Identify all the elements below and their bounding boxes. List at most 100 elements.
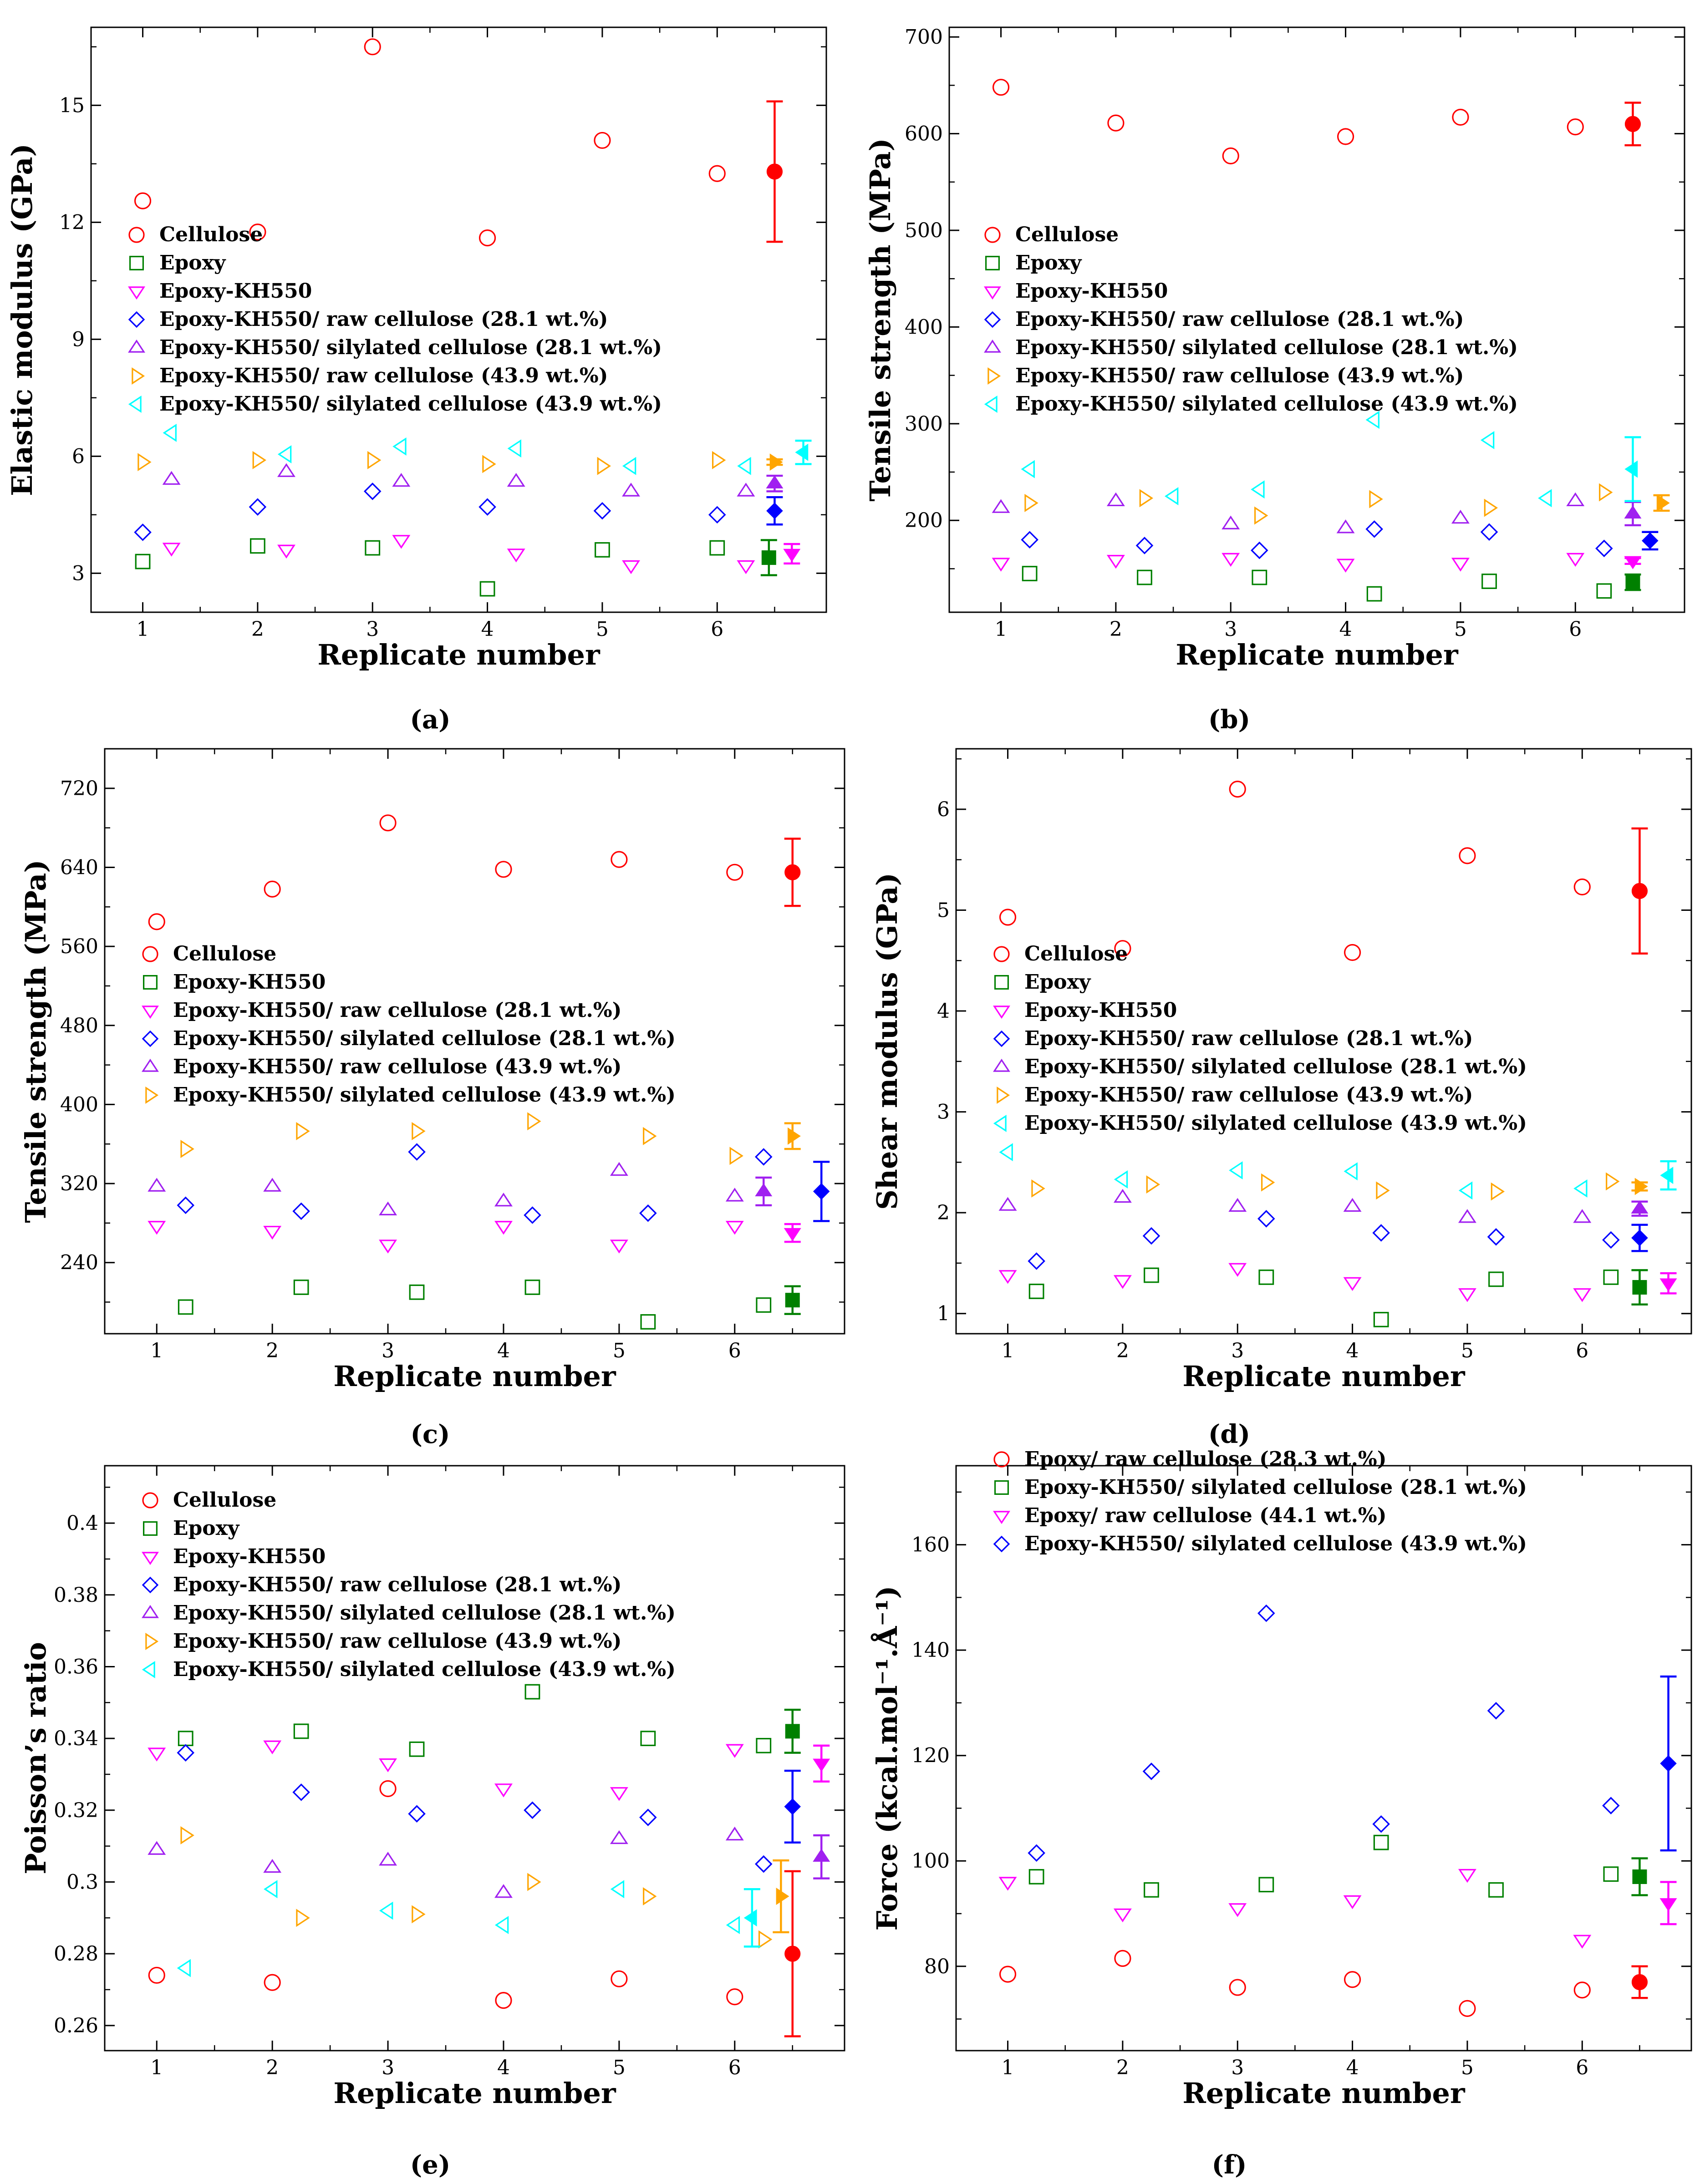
legend-entry: Epoxy-KH550/ silylated cellulose (28.1 w… — [1024, 1055, 1527, 1078]
data-point — [1484, 498, 1498, 517]
legend-marker — [142, 1492, 158, 1508]
data-point — [1257, 1210, 1275, 1228]
data-point — [495, 861, 512, 878]
y-tick-label: 480 — [60, 1014, 98, 1037]
y-tick-label: 1 — [937, 1302, 950, 1326]
series-2 — [998, 1869, 1677, 1949]
mean-point — [1642, 532, 1659, 549]
x-axis-label: Replicate number — [1176, 638, 1459, 671]
y-tick-label: 500 — [905, 219, 943, 242]
x-tick-label: 2 — [266, 2056, 279, 2079]
data-point — [527, 1112, 541, 1131]
data-point — [597, 457, 611, 475]
data-point — [1113, 1275, 1132, 1289]
x-tick-label: 4 — [497, 1339, 510, 1362]
y-tick-label: 560 — [60, 935, 98, 958]
x-tick-label: 2 — [266, 1339, 279, 1362]
series-4 — [148, 1826, 830, 1898]
data-point — [725, 1826, 744, 1841]
x-tick-label: 2 — [1110, 618, 1122, 641]
data-point — [1459, 847, 1476, 864]
legend-entry: Epoxy-KH550/ silylated cellulose (28.1 w… — [173, 1601, 676, 1625]
y-axis-label: Tensile strength (MPa) — [19, 859, 52, 1223]
data-point — [1254, 506, 1268, 525]
data-point — [1337, 128, 1354, 145]
x-tick-label: 1 — [137, 618, 149, 641]
data-point — [639, 1204, 657, 1222]
data-point — [1480, 523, 1498, 541]
y-tick-label: 720 — [60, 777, 98, 800]
y-axis-label: Shear modulus (GPa) — [870, 873, 904, 1210]
data-point — [1258, 1877, 1274, 1893]
data-point — [725, 1221, 744, 1235]
mean-point — [766, 503, 783, 519]
series-0 — [148, 1780, 801, 2037]
mean-point — [776, 1888, 789, 1905]
data-point — [1459, 2000, 1476, 2017]
data-point — [1573, 1981, 1591, 1999]
data-point — [1458, 1288, 1476, 1302]
legend-entry: Cellulose — [159, 223, 263, 246]
y-tick-label: 640 — [60, 856, 98, 879]
x-axis-label: Replicate number — [333, 2077, 616, 2110]
data-point — [1252, 569, 1267, 585]
data-point — [296, 1909, 310, 1927]
data-point — [1373, 1834, 1389, 1850]
series-4 — [148, 1162, 773, 1215]
data-point — [1258, 1270, 1274, 1285]
y-tick-label: 0.3 — [66, 1870, 98, 1894]
data-point — [1481, 574, 1497, 589]
legend-entry: Epoxy-KH550/ silylated cellulose (28.1 w… — [173, 1027, 676, 1050]
mean-point — [1659, 1898, 1677, 1911]
y-tick-label: 80 — [924, 1955, 950, 1978]
legend-entry: Epoxy-KH550/ raw cellulose (28.1 wt.%) — [173, 999, 621, 1022]
chart-panel-2: 1 2 3 4 5 6 240 320 400 480 560 640 720 Replicate num… — [19, 748, 845, 1449]
legend-marker — [984, 339, 1001, 353]
data-point — [611, 851, 628, 868]
data-point — [412, 1122, 426, 1140]
legend-entry: Epoxy-KH550 — [159, 279, 312, 303]
series-2 — [162, 535, 801, 574]
legend-entry: Epoxy/ raw cellulose (44.1 wt.%) — [1024, 1504, 1387, 1527]
mean-point — [755, 1183, 773, 1197]
x-tick-label: 5 — [596, 618, 609, 641]
y-tick-label: 100 — [911, 1849, 950, 1873]
legend-marker — [128, 339, 145, 353]
mean-point — [813, 1758, 830, 1772]
data-point — [1228, 1903, 1247, 1917]
legend-entry: Epoxy-KH550/ raw cellulose (43.9 wt.%) — [159, 364, 608, 387]
data-point — [524, 1206, 541, 1224]
x-tick-label: 3 — [1231, 2056, 1244, 2079]
data-point — [379, 1758, 397, 1773]
data-point — [524, 1684, 540, 1700]
x-tick-label: 4 — [1339, 618, 1352, 641]
data-point — [495, 1992, 512, 2009]
mean-point — [1624, 505, 1642, 519]
mean-point — [1631, 1229, 1648, 1246]
legend-entry: Epoxy-KH550/ raw cellulose (43.9 wt.%) — [1024, 1083, 1473, 1107]
y-axis-label: Poisson’s ratio — [19, 1642, 52, 1874]
data-point — [1228, 1263, 1247, 1277]
data-point — [148, 913, 165, 930]
data-point — [1142, 1762, 1160, 1780]
y-tick-label: 400 — [60, 1093, 98, 1116]
data-point — [177, 1196, 194, 1214]
panel-caption: (b) — [1208, 705, 1250, 735]
data-point — [1221, 515, 1240, 530]
data-point — [1366, 586, 1382, 602]
legend-marker — [142, 1552, 159, 1565]
data-point — [610, 1830, 628, 1844]
data-point — [148, 1966, 165, 1984]
data-point — [1222, 147, 1239, 165]
mean-point — [743, 1909, 757, 1927]
data-point — [494, 1783, 513, 1798]
plot-frame — [948, 26, 1685, 613]
mean-point — [1631, 1200, 1649, 1214]
data-point — [1452, 108, 1469, 126]
legend-marker — [984, 286, 1001, 300]
mean-point — [788, 1127, 801, 1145]
data-point — [137, 453, 152, 472]
y-tick-label: 12 — [59, 211, 85, 234]
